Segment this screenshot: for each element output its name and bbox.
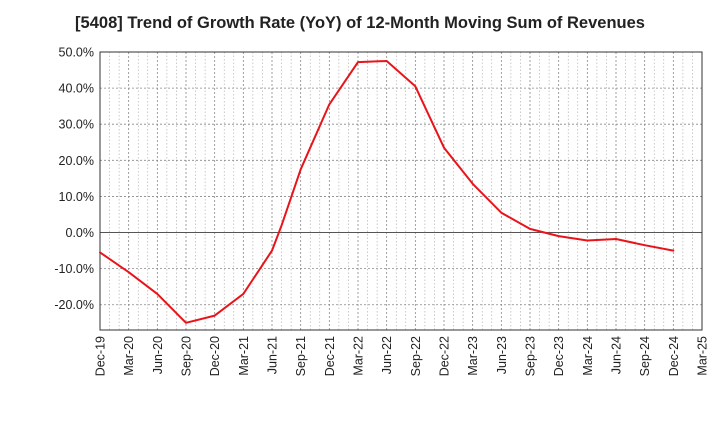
x-tick-label: Mar-21 xyxy=(237,336,251,376)
x-tick-label: Sep-24 xyxy=(638,336,652,376)
x-tick-label: Mar-23 xyxy=(466,336,480,376)
y-tick-label: 0.0% xyxy=(66,226,95,240)
y-tick-label: 40.0% xyxy=(59,82,94,96)
y-tick-label: 10.0% xyxy=(59,190,94,204)
x-tick-label: Mar-20 xyxy=(122,336,136,376)
y-tick-label: -20.0% xyxy=(54,298,94,312)
x-tick-label: Dec-21 xyxy=(323,336,337,376)
x-tick-label: Dec-19 xyxy=(94,336,108,376)
x-tick-label: Sep-22 xyxy=(409,336,423,376)
series-line xyxy=(99,60,675,324)
plot-border xyxy=(99,51,703,331)
x-tick-label: Dec-20 xyxy=(208,336,222,376)
x-tick-label: Dec-22 xyxy=(438,336,452,376)
y-tick-label: 20.0% xyxy=(59,154,94,168)
x-tick-label: Jun-24 xyxy=(610,336,624,374)
y-tick-label: -10.0% xyxy=(54,262,94,276)
x-tick-label: Sep-20 xyxy=(180,336,194,376)
x-tick-label: Jun-20 xyxy=(151,336,165,374)
x-tick-label: Dec-24 xyxy=(667,336,681,376)
x-tick-label: Mar-22 xyxy=(352,336,366,376)
x-tick-label: Jun-22 xyxy=(380,336,394,374)
x-tick-label: Mar-24 xyxy=(581,336,595,376)
x-tick-label: Jun-23 xyxy=(495,336,509,374)
x-tick-label: Jun-21 xyxy=(266,336,280,374)
x-tick-label: Sep-23 xyxy=(524,336,538,376)
x-tick-label: Sep-21 xyxy=(294,336,308,376)
chart-title: [5408] Trend of Growth Rate (YoY) of 12-… xyxy=(75,14,645,32)
y-tick-label: 50.0% xyxy=(59,46,94,60)
y-tick-label: 30.0% xyxy=(59,118,94,132)
x-tick-label: Mar-25 xyxy=(696,336,710,376)
x-tick-label: Dec-23 xyxy=(552,336,566,376)
